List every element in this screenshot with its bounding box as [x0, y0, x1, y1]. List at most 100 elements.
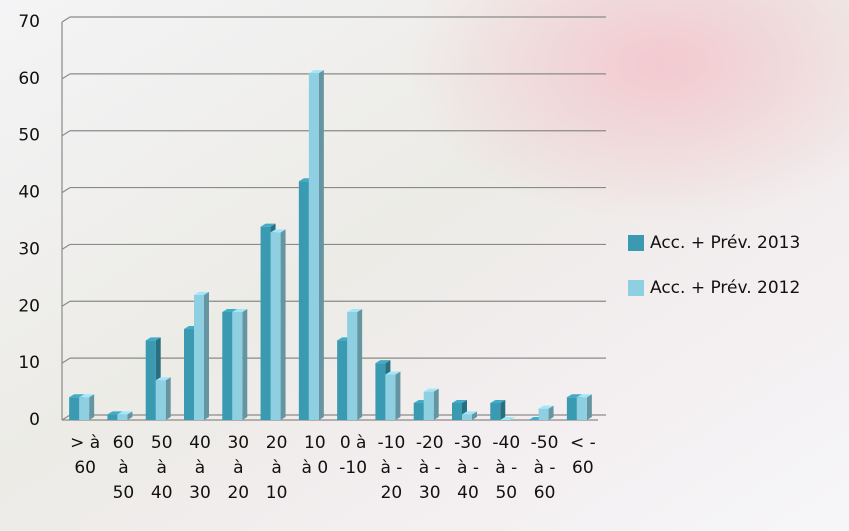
- bar: [500, 417, 516, 420]
- bar-front: [79, 397, 90, 420]
- bar-front: [337, 340, 348, 420]
- bar-front: [222, 311, 233, 420]
- y-tick-label: 50: [18, 126, 40, 146]
- bar-side: [89, 394, 95, 420]
- bar: [462, 411, 477, 420]
- x-tick-label: 10 à 0: [302, 433, 329, 478]
- bar: [538, 405, 554, 420]
- bar-side: [280, 229, 286, 420]
- x-tick-label-line: à -: [534, 458, 556, 478]
- x-tick-label: 50 à 40: [151, 433, 173, 503]
- x-tick-label: 30 à 20: [227, 433, 249, 503]
- bar: [155, 377, 171, 420]
- bar-side: [357, 308, 363, 420]
- bar-side: [586, 394, 592, 420]
- x-tick-label-line: à: [157, 458, 167, 478]
- bar-top: [375, 360, 391, 364]
- bar-front: [490, 402, 501, 420]
- bar-front: [194, 294, 204, 420]
- x-tick-label-line: -10: [378, 433, 406, 453]
- bar-side: [548, 405, 554, 420]
- legend-label: Acc. + Prév. 2012: [650, 278, 800, 298]
- legend-label: Acc. + Prév. 2013: [650, 233, 800, 253]
- x-tick-label-line: à: [271, 458, 281, 478]
- x-tick-label-line: 50: [495, 483, 517, 503]
- bar-front: [117, 414, 128, 420]
- bar-front: [69, 397, 80, 420]
- bar-top: [308, 70, 324, 74]
- grid-line-depth: [61, 130, 71, 137]
- bar-side: [395, 371, 401, 420]
- x-tick-label-line: 60: [534, 483, 556, 503]
- x-tick-label: -50 à - 60: [531, 433, 559, 503]
- bar-front: [452, 402, 462, 420]
- y-tick-label: 0: [29, 410, 40, 430]
- x-tick-label: -10 à - 20: [378, 433, 406, 503]
- bar-top: [452, 399, 467, 403]
- x-tick-label-line: 20: [381, 483, 403, 503]
- bar-top: [194, 291, 209, 295]
- x-tick-label-line: 40: [189, 433, 211, 453]
- y-tick-label: 70: [18, 12, 40, 32]
- bar-side: [242, 308, 248, 420]
- bar-top: [462, 411, 477, 415]
- x-tick-label-line: à: [233, 458, 243, 478]
- legend: Acc. + Prév. 2013 Acc. + Prév. 2012: [628, 233, 800, 298]
- x-tick-label-line: -30: [454, 433, 482, 453]
- x-tick-label-line: à -: [380, 458, 402, 478]
- y-tick-label: 20: [18, 296, 40, 316]
- x-tick-label-line: 50: [151, 433, 173, 453]
- x-tick-label-line: à 0: [302, 458, 329, 478]
- x-tick-label-line: à -: [457, 458, 479, 478]
- bar-top: [117, 411, 133, 415]
- x-tick-label-line: 50: [113, 483, 135, 503]
- x-tick-label: -30 à - 40: [454, 433, 482, 503]
- bar-front: [423, 391, 434, 420]
- bar-front: [308, 73, 319, 421]
- x-tick-label: > à 60: [70, 433, 100, 478]
- bar-front: [184, 329, 194, 420]
- grid-line-depth: [61, 73, 71, 80]
- bar-front: [462, 414, 472, 420]
- bar: [347, 308, 363, 420]
- bar-top: [385, 371, 401, 375]
- x-tick-label-line: 30: [227, 433, 249, 453]
- grid-line-depth: [61, 300, 71, 307]
- x-tick-label-line: 10: [266, 483, 288, 503]
- bar: [576, 394, 592, 420]
- bar-side: [204, 291, 209, 420]
- x-tick-label: 40 à 30: [189, 433, 211, 503]
- x-tick-label-line: -10: [339, 458, 367, 478]
- x-tick-label-line: 60: [74, 458, 96, 478]
- grid-line-depth: [61, 414, 71, 421]
- bar-side: [318, 70, 324, 421]
- x-tick-label-line: 60: [572, 458, 594, 478]
- x-tick-label-line: 60: [113, 433, 135, 453]
- bar-front: [413, 402, 424, 420]
- x-tick-label: < - 60: [570, 433, 596, 478]
- x-tick-label-line: < -: [570, 433, 596, 453]
- x-tick-label-line: 20: [227, 483, 249, 503]
- bar-top: [260, 223, 276, 227]
- bar: [194, 291, 209, 420]
- bar-front: [385, 374, 396, 420]
- bar-front: [270, 232, 281, 420]
- x-tick-label-line: à -: [419, 458, 441, 478]
- bar: [79, 394, 95, 420]
- bar-front: [576, 397, 587, 420]
- bar-top: [145, 337, 161, 341]
- grid-line-depth: [61, 187, 71, 194]
- bar-top: [270, 229, 286, 233]
- x-tick-label-line: 20: [266, 433, 288, 453]
- x-tick-label: -20 à - 30: [416, 433, 444, 503]
- bar: [385, 371, 401, 420]
- x-tick-label-line: 40: [151, 483, 173, 503]
- bar: [308, 70, 324, 421]
- bar-top: [232, 308, 248, 312]
- grid-line-depth: [61, 243, 71, 250]
- x-tick-label-line: 10: [304, 433, 326, 453]
- bar-top: [423, 388, 439, 392]
- bar: [423, 388, 439, 420]
